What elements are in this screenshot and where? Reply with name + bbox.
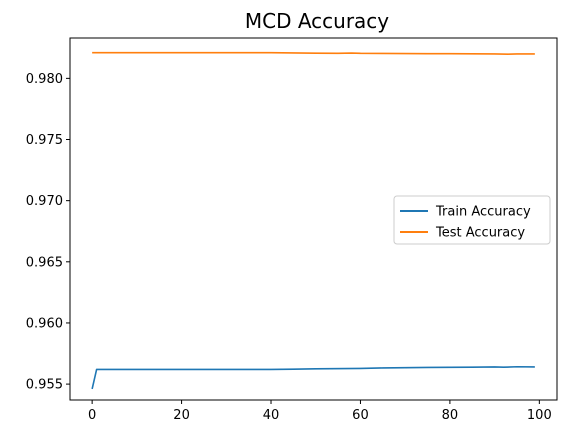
- series-line-test: [92, 51, 535, 55]
- x-tick-label: 0: [88, 408, 96, 423]
- y-axis: 0.955 0.960 0.965 0.970 0.975 0.980: [26, 72, 70, 393]
- series-line-train: [91, 365, 535, 390]
- x-axis: 0 20 40 60 80 100: [88, 400, 552, 423]
- y-tick-label: 0.970: [26, 194, 63, 209]
- legend-label-train: Train Accuracy: [435, 205, 531, 220]
- plot-lines: [91, 51, 535, 390]
- chart-title: MCD Accuracy: [245, 9, 389, 33]
- x-tick-label: 20: [173, 408, 190, 423]
- x-tick-label: 80: [442, 408, 459, 423]
- y-tick-label: 0.960: [26, 316, 63, 331]
- x-tick-label: 40: [263, 408, 280, 423]
- y-tick-label: 0.955: [26, 378, 63, 393]
- y-tick-label: 0.975: [26, 133, 63, 148]
- x-tick-label: 60: [352, 408, 369, 423]
- legend-box: [393, 195, 551, 245]
- plot-frame: [69, 37, 558, 401]
- legend: Train Accuracy Test Accuracy: [393, 195, 551, 245]
- y-tick-label: 0.980: [26, 72, 63, 87]
- x-tick-label: 100: [527, 408, 552, 423]
- legend-label-test: Test Accuracy: [435, 226, 525, 241]
- y-tick-label: 0.965: [26, 255, 63, 270]
